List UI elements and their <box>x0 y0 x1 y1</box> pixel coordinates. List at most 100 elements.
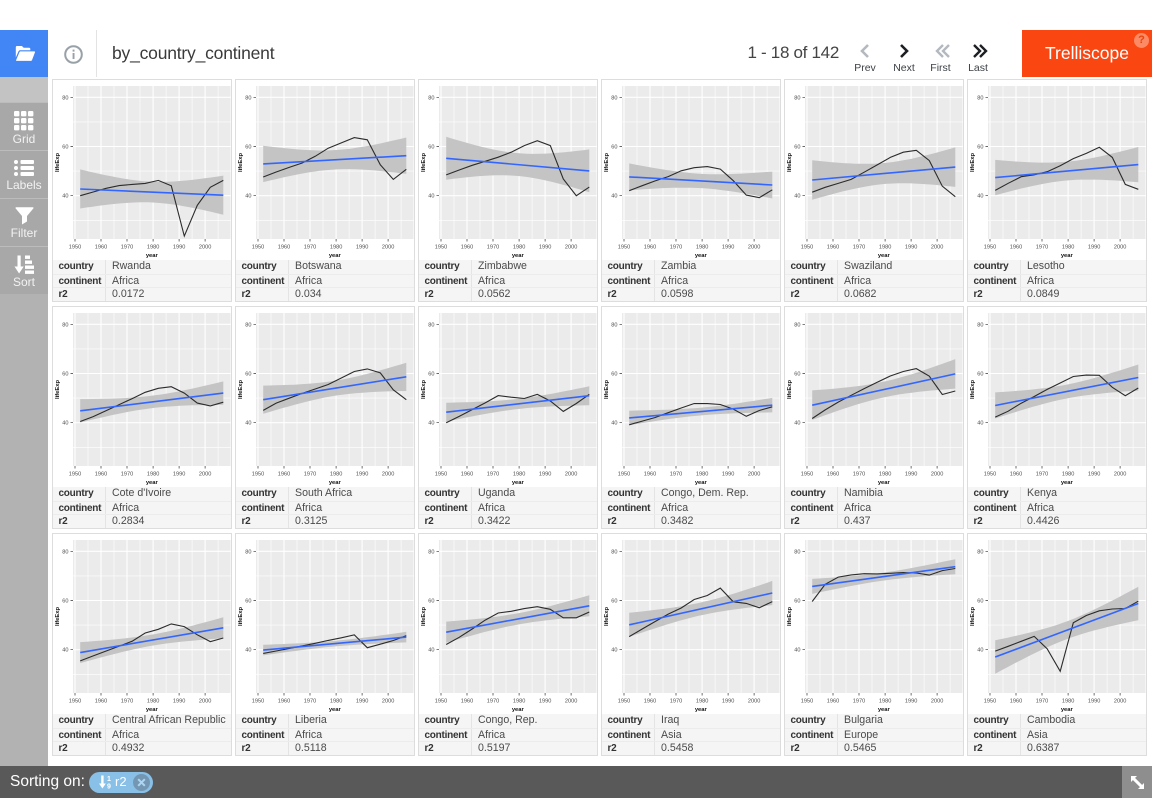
svg-text:60: 60 <box>428 372 434 378</box>
svg-text:1960: 1960 <box>94 699 106 705</box>
svg-text:40: 40 <box>245 648 251 654</box>
svg-text:60: 60 <box>245 599 251 605</box>
svg-text:1980: 1980 <box>329 245 341 251</box>
svg-text:1960: 1960 <box>826 472 838 478</box>
svg-text:40: 40 <box>428 648 434 654</box>
svg-text:1960: 1960 <box>460 245 472 251</box>
svg-text:year: year <box>511 480 524 486</box>
svg-text:lifeExp: lifeExp <box>970 607 976 626</box>
svg-text:1980: 1980 <box>878 699 890 705</box>
svg-text:60: 60 <box>977 372 983 378</box>
svg-text:1960: 1960 <box>94 472 106 478</box>
svg-text:1970: 1970 <box>303 699 315 705</box>
svg-text:80: 80 <box>245 95 251 101</box>
svg-text:year: year <box>1060 480 1073 486</box>
svg-text:year: year <box>694 707 707 713</box>
svg-text:80: 80 <box>977 549 983 555</box>
svg-text:1950: 1950 <box>617 699 629 705</box>
svg-text:1980: 1980 <box>329 699 341 705</box>
svg-text:40: 40 <box>62 648 68 654</box>
svg-text:80: 80 <box>428 549 434 555</box>
svg-text:1990: 1990 <box>721 472 733 478</box>
svg-text:1960: 1960 <box>1009 699 1021 705</box>
svg-text:2000: 2000 <box>381 245 393 251</box>
svg-text:1980: 1980 <box>1061 472 1073 478</box>
svg-text:1970: 1970 <box>303 472 315 478</box>
svg-text:1990: 1990 <box>538 245 550 251</box>
svg-text:60: 60 <box>245 372 251 378</box>
svg-text:80: 80 <box>428 95 434 101</box>
svg-text:40: 40 <box>62 194 68 200</box>
svg-text:1990: 1990 <box>904 245 916 251</box>
svg-text:lifeExp: lifeExp <box>787 607 793 626</box>
svg-text:40: 40 <box>428 194 434 200</box>
svg-text:40: 40 <box>62 421 68 427</box>
svg-text:year: year <box>877 253 890 259</box>
svg-text:1950: 1950 <box>434 699 446 705</box>
svg-text:80: 80 <box>611 549 617 555</box>
svg-text:2000: 2000 <box>1113 245 1125 251</box>
svg-text:1950: 1950 <box>983 245 995 251</box>
svg-text:1980: 1980 <box>878 245 890 251</box>
svg-text:1990: 1990 <box>172 245 184 251</box>
svg-text:lifeExp: lifeExp <box>55 607 61 626</box>
svg-text:80: 80 <box>794 549 800 555</box>
svg-text:1950: 1950 <box>251 245 263 251</box>
svg-text:1960: 1960 <box>277 245 289 251</box>
svg-text:1990: 1990 <box>1087 245 1099 251</box>
svg-text:40: 40 <box>245 421 251 427</box>
svg-text:80: 80 <box>794 322 800 328</box>
svg-text:1980: 1980 <box>329 472 341 478</box>
svg-text:1990: 1990 <box>1087 472 1099 478</box>
svg-text:60: 60 <box>611 145 617 151</box>
svg-text:40: 40 <box>428 421 434 427</box>
svg-text:lifeExp: lifeExp <box>238 153 244 172</box>
svg-text:1950: 1950 <box>800 699 812 705</box>
svg-text:80: 80 <box>611 322 617 328</box>
svg-text:1950: 1950 <box>251 472 263 478</box>
svg-text:60: 60 <box>611 599 617 605</box>
svg-text:60: 60 <box>62 145 68 151</box>
svg-text:year: year <box>877 480 890 486</box>
svg-text:40: 40 <box>977 421 983 427</box>
svg-text:1980: 1980 <box>146 472 158 478</box>
svg-text:1950: 1950 <box>800 245 812 251</box>
svg-text:lifeExp: lifeExp <box>238 380 244 399</box>
svg-text:60: 60 <box>794 145 800 151</box>
svg-text:80: 80 <box>794 95 800 101</box>
svg-text:1950: 1950 <box>434 472 446 478</box>
svg-text:40: 40 <box>977 194 983 200</box>
svg-text:1990: 1990 <box>538 699 550 705</box>
svg-text:80: 80 <box>62 549 68 555</box>
svg-text:80: 80 <box>977 95 983 101</box>
svg-text:1960: 1960 <box>460 472 472 478</box>
svg-text:1970: 1970 <box>486 472 498 478</box>
svg-text:1990: 1990 <box>1087 699 1099 705</box>
svg-text:1960: 1960 <box>1009 245 1021 251</box>
svg-text:year: year <box>145 707 158 713</box>
svg-text:1950: 1950 <box>68 472 80 478</box>
svg-text:1950: 1950 <box>617 472 629 478</box>
svg-text:1970: 1970 <box>852 472 864 478</box>
svg-text:60: 60 <box>245 145 251 151</box>
svg-text:2000: 2000 <box>564 699 576 705</box>
svg-text:1990: 1990 <box>904 699 916 705</box>
svg-text:1970: 1970 <box>486 699 498 705</box>
svg-text:1990: 1990 <box>721 245 733 251</box>
svg-text:1950: 1950 <box>800 472 812 478</box>
svg-text:60: 60 <box>977 599 983 605</box>
svg-text:1960: 1960 <box>643 472 655 478</box>
svg-text:1960: 1960 <box>94 245 106 251</box>
svg-text:1950: 1950 <box>617 245 629 251</box>
svg-text:1980: 1980 <box>695 472 707 478</box>
svg-text:2000: 2000 <box>1113 472 1125 478</box>
svg-text:2000: 2000 <box>564 472 576 478</box>
svg-text:1960: 1960 <box>277 472 289 478</box>
svg-text:year: year <box>328 480 341 486</box>
svg-text:40: 40 <box>611 648 617 654</box>
svg-text:year: year <box>1060 707 1073 713</box>
svg-text:1960: 1960 <box>643 245 655 251</box>
svg-text:60: 60 <box>977 145 983 151</box>
svg-text:2000: 2000 <box>747 699 759 705</box>
svg-text:1990: 1990 <box>355 472 367 478</box>
